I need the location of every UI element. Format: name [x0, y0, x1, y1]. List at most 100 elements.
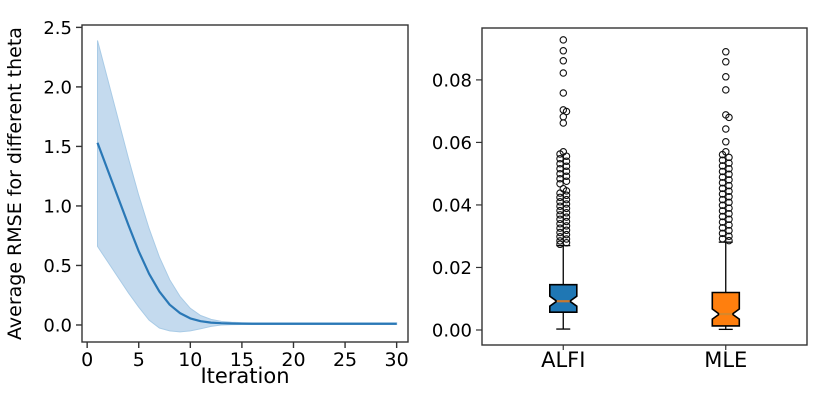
outlier-point [718, 201, 727, 210]
outlier-point [562, 235, 571, 243]
mean-rmse-line [96, 142, 397, 325]
y-tick-label: 0.00 [432, 320, 472, 341]
outlier-point [559, 36, 568, 44]
outlier-point [562, 191, 571, 200]
y-tick-label: 1.5 [43, 137, 72, 158]
outlier-point [556, 233, 564, 241]
outlier-point [562, 107, 571, 116]
outlier-point [718, 156, 727, 164]
outlier-point [556, 228, 564, 237]
y-tick-label: 1.0 [43, 196, 72, 217]
outlier-point [718, 195, 727, 204]
y-tick-label: 0.06 [432, 133, 472, 154]
outlier-point [556, 193, 564, 202]
outlier-point [562, 200, 571, 208]
outlier-point [718, 224, 727, 232]
outlier-point [562, 226, 571, 235]
outlier-point [725, 204, 733, 212]
outlier-point [718, 173, 727, 181]
outlier-point [725, 193, 733, 201]
outlier-point [559, 69, 568, 77]
x-tick-label: 10 [178, 349, 202, 371]
x-tick-label: 5 [133, 349, 145, 371]
outlier-point [718, 178, 727, 187]
outlier-point [725, 153, 733, 162]
outlier-point [725, 187, 733, 195]
y-tick-label: 0.04 [432, 195, 472, 216]
outlier-point [556, 198, 564, 206]
outlier-point [718, 184, 727, 193]
outlier-point [725, 170, 733, 179]
outlier-point [725, 113, 733, 122]
right-plot-spines [481, 27, 808, 346]
outlier-point [556, 211, 564, 219]
outlier-point [722, 86, 730, 94]
outlier-point [562, 167, 571, 175]
outlier-point [562, 172, 571, 180]
y-tick-label: 0.02 [432, 258, 472, 279]
outlier-point [725, 226, 733, 235]
outlier-point [725, 164, 733, 173]
x-tick-label: 20 [281, 349, 305, 371]
outlier-point [562, 187, 571, 195]
outlier-point [725, 176, 733, 184]
confidence-band [97, 40, 398, 333]
outlier-point [562, 204, 571, 213]
outlier-point [718, 150, 727, 159]
outlier-point [556, 174, 564, 183]
x-tick-label: 0 [81, 349, 93, 371]
x-tick-label: 15 [230, 349, 254, 371]
outlier-point [556, 189, 564, 197]
outlier-point [562, 195, 571, 204]
outlier-point [556, 240, 564, 249]
outlier-point [556, 169, 564, 178]
alfi-box [548, 283, 578, 314]
outlier-point [722, 138, 730, 146]
outlier-point [718, 190, 727, 198]
outlier-point [556, 164, 564, 173]
outlier-point [562, 177, 571, 185]
outlier-point [556, 150, 564, 158]
outlier-point [718, 212, 727, 221]
outlier-point [562, 209, 571, 217]
outlier-point [718, 207, 727, 215]
outlier-point [718, 167, 727, 176]
y-tick-label: 2.0 [43, 77, 72, 98]
y-axis-label: Average RMSE for different theta [4, 27, 26, 341]
y-tick-label: 0.5 [43, 256, 72, 277]
outlier-point [556, 159, 564, 168]
outlier-point [559, 89, 568, 97]
outlier-point [725, 221, 733, 229]
y-tick-label: 2.5 [43, 18, 72, 39]
outlier-point [722, 125, 730, 133]
outlier-point [562, 162, 571, 170]
outlier-point [722, 73, 730, 81]
y-tick-label: 0.0 [43, 315, 72, 336]
outlier-point [556, 215, 564, 224]
outlier-point [562, 152, 571, 160]
outlier-point [556, 224, 564, 232]
outlier-point [562, 217, 571, 226]
outlier-point [556, 219, 564, 228]
outlier-point [562, 230, 571, 239]
y-tick-label: 0.08 [432, 70, 472, 91]
category-label-mle: MLE [704, 348, 747, 372]
outlier-point [556, 206, 564, 215]
outlier-point [718, 162, 727, 170]
outlier-point [562, 213, 571, 221]
outlier-point [725, 236, 733, 245]
outlier-point [562, 157, 571, 165]
outlier-point [562, 222, 571, 230]
outlier-point [559, 113, 568, 121]
outlier-point [722, 58, 730, 66]
outlier-point [722, 48, 730, 56]
outlier-point [725, 232, 733, 240]
x-axis-label: Iteration [200, 364, 290, 388]
left-plot-spines [81, 24, 409, 343]
mle-box [711, 291, 741, 327]
outlier-point [725, 209, 733, 218]
outlier-point [556, 237, 564, 245]
outlier-point [556, 154, 564, 163]
outlier-point [725, 215, 733, 224]
outlier-point [725, 198, 733, 207]
